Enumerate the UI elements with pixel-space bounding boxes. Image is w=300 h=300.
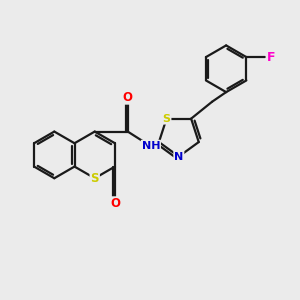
Text: F: F <box>267 51 275 64</box>
Text: S: S <box>91 172 99 185</box>
Text: NH: NH <box>142 141 160 151</box>
Text: S: S <box>163 114 170 124</box>
Text: O: O <box>110 197 120 210</box>
Text: O: O <box>123 91 133 104</box>
Text: N: N <box>174 152 184 161</box>
